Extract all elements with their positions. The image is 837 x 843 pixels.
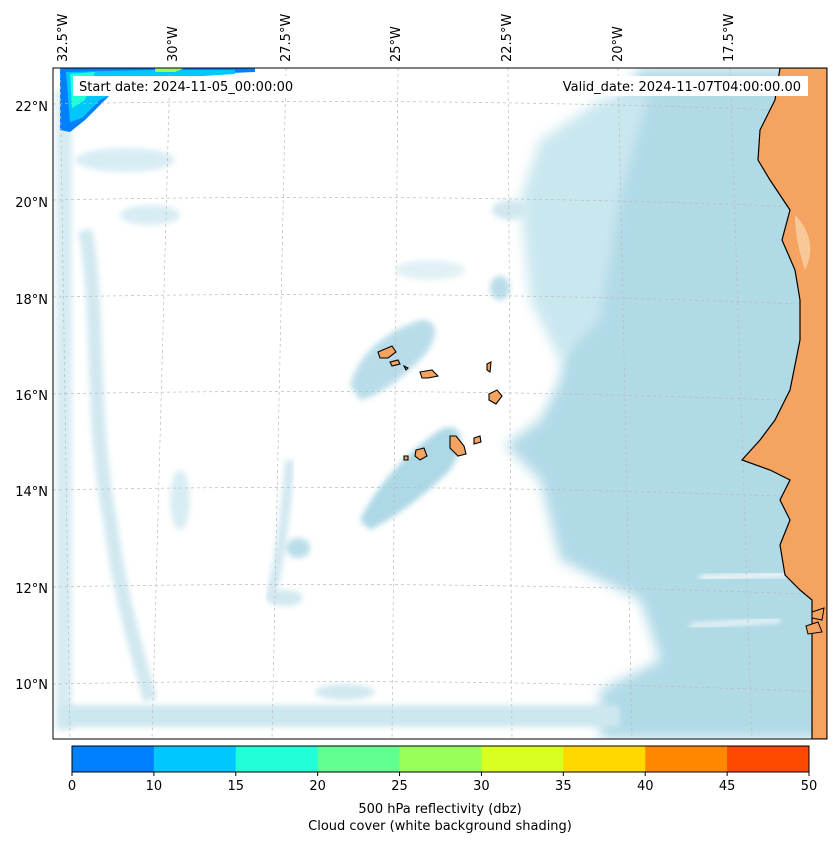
island-santo-antao (377, 345, 397, 359)
lat-label: 20°N (15, 196, 48, 211)
lat-label: 16°N (15, 389, 48, 404)
island-santa-luzia (402, 364, 409, 371)
island-fogo (414, 447, 428, 461)
colorbar-segment (235, 746, 319, 772)
cloud-patch (267, 590, 303, 606)
colorbar-segment (72, 746, 155, 772)
south-edge-cloud (60, 705, 620, 727)
lon-label: 30°W (166, 26, 181, 62)
colorbar-tick-label: 10 (146, 779, 163, 794)
west-edge-cloud (56, 90, 72, 730)
cloud-patch (286, 538, 310, 558)
island-brava (403, 455, 409, 461)
colorbar-ticks: 0 10 15 20 25 30 35 40 45 50 (68, 772, 817, 794)
east-cloud-fringe (520, 90, 650, 360)
colorbar-segment (727, 746, 810, 772)
colorbar-segment (481, 746, 564, 772)
lat-label: 14°N (15, 485, 48, 500)
lat-label: 22°N (15, 100, 48, 115)
colorbar-tick-label: 45 (719, 779, 736, 794)
island-maio (473, 435, 482, 445)
coastal-island (811, 607, 825, 621)
colorbar-frame (71, 745, 810, 773)
lon-label: 25°W (389, 26, 404, 62)
cloud-patch (120, 205, 180, 225)
lon-label: 20°W (611, 26, 626, 62)
start-date-text: Start date: 2024-11-05_00:00:00 (79, 80, 293, 95)
lon-label: 22.5°W (500, 14, 515, 62)
coast-highlight (795, 215, 811, 270)
cloud-patch (75, 148, 175, 172)
coastal-island (805, 621, 823, 635)
west-cloud-streak (78, 228, 157, 702)
island-plume-south (360, 427, 461, 530)
start-date-box (73, 76, 310, 96)
cloud-patch (315, 684, 375, 700)
cloud-patch (170, 470, 190, 530)
colorbar-label-line1: 500 hPa reflectivity (dbz) (358, 802, 521, 817)
latitude-labels: 22°N 20°N 18°N 16°N 14°N 12°N 10°N (15, 100, 48, 693)
colorbar-segment (317, 746, 401, 772)
colorbar-tick-label: 15 (228, 779, 245, 794)
colorbar-tick-label: 25 (391, 779, 408, 794)
island-sao-nicolau (419, 369, 440, 379)
island-sal (486, 361, 492, 373)
lon-label: 32.5°W (56, 14, 71, 62)
colorbar-segment (563, 746, 646, 772)
colorbar-label-line2: Cloud cover (white background shading) (308, 819, 572, 834)
valid-date-text: Valid_date: 2024-11-07T04:00:00.00 (563, 80, 801, 95)
cloud-patch (395, 260, 465, 280)
colorbar-tick-label: 20 (309, 779, 326, 794)
island-boa-vista (488, 389, 503, 405)
colorbar-tick-label: 30 (473, 779, 490, 794)
colorbar-segments (72, 746, 810, 772)
cloud-cover (56, 68, 827, 739)
lon-label: 27.5°W (279, 14, 294, 62)
gridlines (53, 68, 827, 739)
lon-label: 17.5°W (722, 14, 737, 62)
valid-date-box (538, 76, 808, 96)
map-area: Start date: 2024-11-05_00:00:00 Valid_da… (53, 68, 827, 739)
mid-cloud-streak (265, 459, 295, 602)
colorbar-segment (645, 746, 728, 772)
colorbar-tick-label: 35 (555, 779, 572, 794)
colorbar-segment (399, 746, 482, 772)
cape-verde-islands (377, 345, 503, 461)
lat-label: 10°N (15, 678, 48, 693)
colorbar: 0 10 15 20 25 30 35 40 45 50 500 hPa reflectivity… (68, 745, 817, 834)
colorbar-tick-label: 40 (637, 779, 654, 794)
island-plume-north (350, 319, 435, 400)
longitude-labels: 32.5°W 30°W 27.5°W 25°W 22.5°W 20°W 17.5… (56, 14, 737, 62)
colorbar-tick-label: 50 (801, 779, 818, 794)
island-santiago (449, 435, 467, 457)
cloud-gap (699, 571, 791, 581)
cloud-patch (490, 276, 510, 300)
island-sao-vicente (389, 359, 401, 367)
cloud-patch (492, 200, 528, 220)
cloud-gap (689, 618, 781, 628)
colorbar-segment (153, 746, 237, 772)
lat-label: 18°N (15, 293, 48, 308)
map-frame (52, 67, 828, 740)
lat-label: 12°N (15, 582, 48, 597)
colorbar-tick-label: 0 (68, 779, 76, 794)
